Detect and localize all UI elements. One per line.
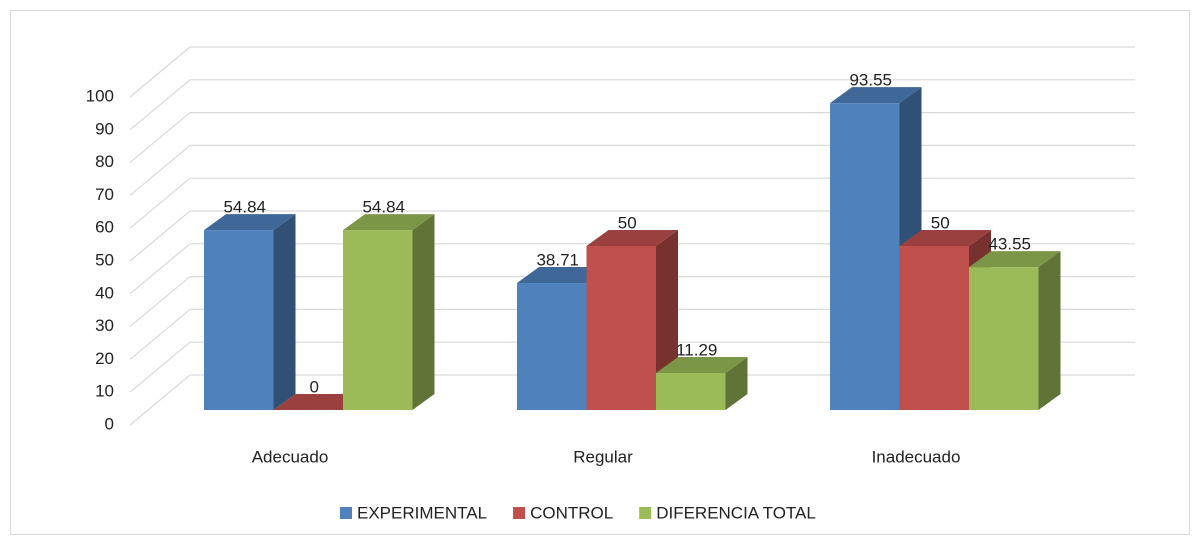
data-label: 50 xyxy=(618,213,637,232)
grid-line xyxy=(129,144,191,196)
y-tick-label: 70 xyxy=(95,185,114,204)
bar-front xyxy=(204,230,274,410)
grid-line xyxy=(129,112,191,164)
data-label: 43.55 xyxy=(988,235,1031,254)
data-label: 50 xyxy=(931,213,950,232)
bar-front xyxy=(969,267,1039,410)
x-tick-label: Inadecuado xyxy=(872,447,961,466)
data-label: 0 xyxy=(310,377,319,396)
bar-top xyxy=(830,87,922,104)
bar-front xyxy=(343,230,413,410)
bar-top xyxy=(899,230,991,246)
bar-top xyxy=(586,230,678,246)
bar-side xyxy=(412,214,435,410)
legend-swatch xyxy=(639,507,652,519)
legend-swatch xyxy=(513,507,526,519)
y-tick-label: 20 xyxy=(95,349,114,368)
legend-swatch xyxy=(340,507,352,519)
y-tick-label: 80 xyxy=(95,152,114,171)
bar xyxy=(273,394,365,410)
bar xyxy=(656,356,748,410)
bar xyxy=(969,251,1061,410)
legend-label: CONTROL xyxy=(530,503,613,522)
grid-line xyxy=(129,210,191,262)
bar-top xyxy=(343,214,435,231)
grid-line xyxy=(129,276,191,328)
y-tick-label: 40 xyxy=(95,283,114,302)
bar-side xyxy=(725,356,748,410)
grid-line xyxy=(129,46,191,98)
bar-top xyxy=(204,214,296,231)
y-tick-label: 90 xyxy=(95,119,114,138)
bar-front xyxy=(656,372,726,410)
y-tick-label: 0 xyxy=(105,414,114,433)
grid-line xyxy=(129,243,191,295)
bar-top xyxy=(656,356,748,373)
data-label: 54.84 xyxy=(223,198,266,217)
grid-line xyxy=(129,308,191,360)
bar-front xyxy=(899,246,969,410)
grid-line xyxy=(129,177,191,229)
data-label: 93.55 xyxy=(849,71,892,90)
bar-front xyxy=(517,283,587,410)
bar xyxy=(204,214,296,410)
grid-line xyxy=(129,341,191,393)
bar xyxy=(343,214,435,410)
data-label: 54.84 xyxy=(362,198,405,217)
x-tick-label: Adecuado xyxy=(252,447,329,466)
legend-label: DIFERENCIA TOTAL xyxy=(656,503,816,522)
y-tick-label: 50 xyxy=(95,250,114,269)
bar-top xyxy=(273,394,365,410)
legend-label: EXPERIMENTAL xyxy=(357,503,487,522)
data-label: 11.29 xyxy=(676,340,717,359)
bar-front xyxy=(830,103,900,410)
x-tick-label: Regular xyxy=(573,447,633,466)
y-tick-label: 10 xyxy=(95,382,114,401)
bar-front xyxy=(586,246,656,410)
grid-line xyxy=(129,374,191,426)
bar-side xyxy=(273,214,296,410)
y-tick-label: 100 xyxy=(86,86,114,105)
bar-top xyxy=(969,251,1061,268)
y-tick-label: 30 xyxy=(95,316,114,335)
y-tick-label: 60 xyxy=(95,218,114,237)
bar-top xyxy=(517,267,609,284)
bar-side xyxy=(1038,251,1061,410)
grid-line xyxy=(129,79,191,131)
data-label: 38.71 xyxy=(536,251,579,270)
